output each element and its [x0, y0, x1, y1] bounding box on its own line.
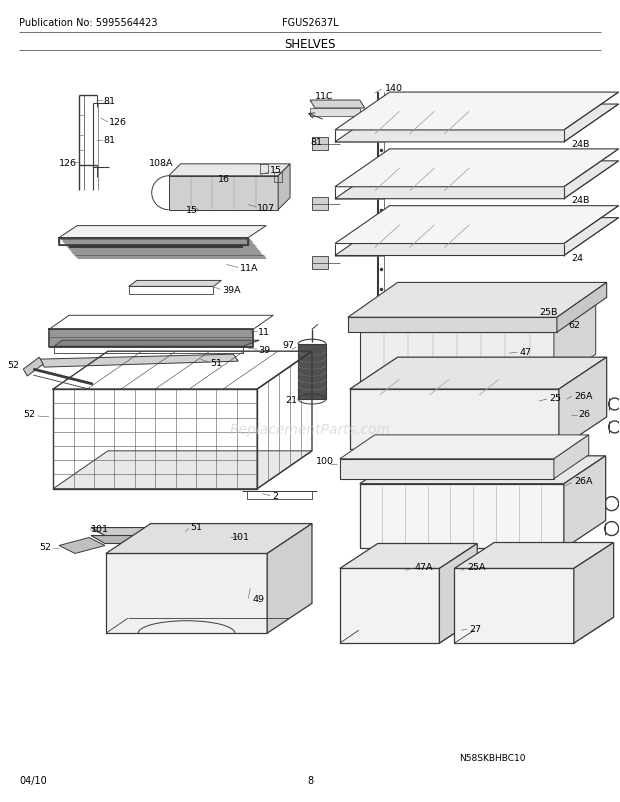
Text: FGUS2637L: FGUS2637L	[281, 18, 339, 28]
Text: 25B: 25B	[539, 307, 557, 317]
Polygon shape	[440, 544, 477, 643]
Polygon shape	[298, 345, 326, 399]
Polygon shape	[335, 162, 619, 200]
Text: 52: 52	[24, 410, 35, 419]
Text: 51: 51	[190, 522, 203, 532]
Text: 39: 39	[259, 345, 270, 354]
Polygon shape	[554, 435, 589, 479]
Polygon shape	[557, 283, 606, 333]
Polygon shape	[340, 460, 554, 479]
Text: Publication No: 5995564423: Publication No: 5995564423	[19, 18, 158, 28]
Polygon shape	[360, 333, 554, 383]
Text: 27: 27	[469, 624, 481, 633]
Text: 101: 101	[91, 525, 109, 533]
Polygon shape	[440, 302, 459, 315]
Text: 25A: 25A	[467, 562, 486, 571]
Text: ReplacementParts.com: ReplacementParts.com	[229, 423, 391, 436]
Polygon shape	[335, 150, 619, 188]
Text: 100: 100	[316, 456, 334, 466]
Polygon shape	[340, 435, 589, 460]
Polygon shape	[53, 452, 312, 489]
Polygon shape	[348, 318, 557, 333]
Text: 62: 62	[569, 320, 581, 330]
Polygon shape	[91, 528, 248, 536]
Polygon shape	[39, 354, 238, 367]
Polygon shape	[169, 164, 290, 176]
Polygon shape	[310, 109, 360, 117]
Text: 101: 101	[232, 533, 250, 541]
Text: N58SKBHBC10: N58SKBHBC10	[459, 753, 526, 763]
Polygon shape	[278, 164, 290, 210]
Text: 04/10: 04/10	[19, 775, 47, 784]
Text: 2: 2	[272, 492, 278, 500]
Polygon shape	[24, 358, 43, 377]
Polygon shape	[312, 138, 328, 151]
Polygon shape	[360, 484, 564, 549]
Text: 11: 11	[259, 327, 270, 336]
Text: 15: 15	[270, 166, 282, 175]
Polygon shape	[59, 538, 105, 553]
Text: 24B: 24B	[571, 140, 589, 149]
Polygon shape	[454, 543, 614, 569]
Text: 26: 26	[579, 410, 591, 419]
Polygon shape	[335, 93, 619, 131]
Text: 47: 47	[519, 347, 531, 356]
Polygon shape	[574, 543, 614, 643]
Text: 81: 81	[310, 138, 322, 148]
Polygon shape	[312, 257, 328, 270]
Text: 21: 21	[285, 395, 297, 404]
Text: 26A: 26A	[574, 391, 592, 400]
Polygon shape	[350, 358, 606, 390]
Text: SHELVES: SHELVES	[284, 38, 336, 51]
Polygon shape	[129, 281, 221, 287]
Polygon shape	[267, 524, 312, 634]
Polygon shape	[54, 341, 259, 346]
Polygon shape	[335, 105, 619, 143]
Text: 126: 126	[59, 159, 77, 168]
Text: 140: 140	[384, 83, 402, 92]
Polygon shape	[310, 101, 365, 109]
Text: 26A: 26A	[574, 476, 592, 486]
Text: 47A: 47A	[415, 562, 433, 571]
Polygon shape	[200, 534, 259, 544]
Text: 15: 15	[185, 206, 198, 215]
Polygon shape	[335, 206, 619, 245]
Text: 39A: 39A	[223, 286, 241, 294]
Text: 81: 81	[103, 136, 115, 145]
Text: 97: 97	[282, 340, 294, 349]
Polygon shape	[559, 358, 606, 449]
Text: 51: 51	[210, 358, 223, 367]
Polygon shape	[554, 305, 596, 383]
Text: 16: 16	[218, 175, 231, 184]
Text: 49: 49	[252, 594, 264, 603]
Text: 8: 8	[307, 775, 313, 784]
Text: 108A: 108A	[149, 159, 173, 168]
Polygon shape	[106, 524, 312, 553]
Text: 107: 107	[257, 204, 275, 213]
Text: 52: 52	[7, 360, 19, 369]
Polygon shape	[360, 456, 606, 484]
Text: 24B: 24B	[571, 196, 589, 205]
Text: 24: 24	[571, 253, 583, 263]
Polygon shape	[340, 569, 440, 643]
Text: 11C: 11C	[315, 91, 334, 100]
Polygon shape	[340, 544, 477, 569]
Text: 47B: 47B	[461, 301, 480, 310]
Polygon shape	[59, 226, 266, 238]
Polygon shape	[91, 536, 248, 544]
Text: 126: 126	[109, 119, 127, 128]
Polygon shape	[360, 305, 596, 333]
Polygon shape	[312, 197, 328, 210]
Text: 81: 81	[103, 96, 115, 105]
Polygon shape	[335, 218, 619, 256]
Polygon shape	[564, 456, 606, 549]
Polygon shape	[106, 553, 267, 634]
Text: 52: 52	[39, 542, 51, 551]
Text: 11A: 11A	[241, 264, 259, 273]
Polygon shape	[350, 390, 559, 449]
Text: 25: 25	[549, 393, 561, 402]
Polygon shape	[169, 176, 278, 210]
Polygon shape	[348, 283, 606, 318]
Polygon shape	[454, 569, 574, 643]
